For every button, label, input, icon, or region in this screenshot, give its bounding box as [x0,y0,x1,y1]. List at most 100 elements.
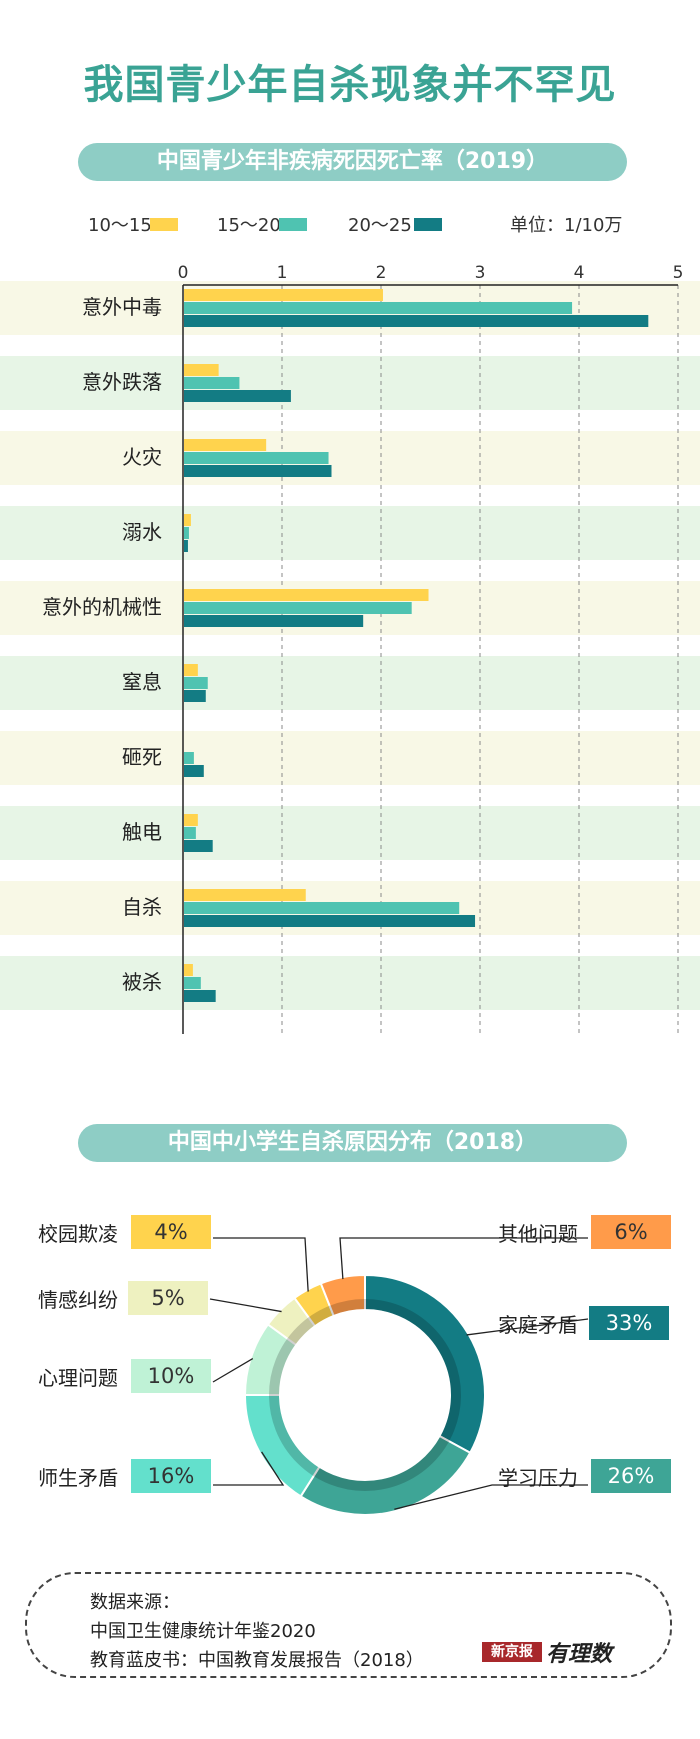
row-band [0,656,700,710]
donut-chart [209,1237,589,1516]
pct-value-psychological: 10% [147,1364,195,1388]
category-label: 溺水 [122,520,162,544]
reason-label-other: 其他问题 [498,1222,578,1246]
row-band [0,806,700,860]
bar [184,664,198,676]
pct-box-psychological: 10% [131,1359,211,1393]
bar [184,827,196,839]
category-label: 自杀 [122,895,162,919]
source-heading: 数据来源： [90,1592,180,1613]
x-tick-label: 2 [376,263,387,283]
bar [184,677,208,689]
reason-label-psychological: 心理问题 [38,1366,118,1390]
leader-line [212,1357,254,1383]
pct-box-romance: 5% [128,1281,208,1315]
legend-label-20-25: 20～25 [348,215,412,236]
leader-line [213,1237,309,1292]
bar [184,915,476,927]
bar [184,527,189,539]
bar [184,364,219,376]
bar [184,990,216,1002]
category-label: 火灾 [122,445,162,469]
category-label: 触电 [122,820,162,844]
source-line-1: 中国卫生健康统计年鉴2020 [90,1621,316,1642]
row-band [0,506,700,560]
pct-value-teacher: 16% [147,1464,195,1488]
pct-box-teacher: 16% [131,1459,211,1493]
category-label: 意外跌落 [82,370,162,394]
page-title: 我国青少年自杀现象并不罕见 [83,62,617,108]
bar [184,902,460,914]
bar [184,765,204,777]
legend-swatch-15-20 [279,218,307,231]
pct-value-bullying: 4% [154,1220,188,1244]
bar [184,452,329,464]
source-box [25,1572,672,1678]
pct-value-other: 6% [614,1220,648,1244]
bar [184,752,194,764]
x-tick-label: 4 [574,263,585,283]
legend-swatch-10-15 [150,218,178,231]
bar [184,589,429,601]
donut-chart-title: 中国中小学生自杀原因分布（2018） [78,1124,627,1162]
leader-line [466,1318,589,1336]
donut-slice [364,1273,486,1455]
legend-label-10-15: 10～15 [88,215,152,236]
bar [184,615,364,627]
bar [184,377,240,389]
row-band [0,431,700,485]
donut-inner-ring [269,1299,461,1491]
bar [184,814,198,826]
bar [184,289,383,301]
pct-value-family: 33% [605,1311,653,1335]
bar [184,977,201,989]
bar [184,690,206,702]
bar [184,514,191,526]
reason-label-family: 家庭矛盾 [498,1313,578,1337]
publisher-logo: 新京报 [482,1642,542,1662]
row-band [0,956,700,1010]
x-tick-label: 1 [277,263,288,283]
x-tick-label: 0 [178,263,189,283]
row-band [0,731,700,785]
pct-value-study: 26% [607,1464,655,1488]
unit-label: 单位：1/10万 [510,215,623,236]
category-label: 意外中毒 [82,295,162,319]
bar [184,964,193,976]
bar [184,465,332,477]
category-label: 砸死 [122,745,162,769]
pct-box-study: 26% [591,1459,671,1493]
bar [184,889,306,901]
x-tick-label: 3 [475,263,486,283]
leader-line [213,1451,285,1486]
reason-label-teacher: 师生矛盾 [38,1466,118,1490]
bar [184,439,267,451]
source-line-2: 教育蓝皮书：中国教育发展报告（2018） [90,1650,424,1671]
column-logo: 有理数 [546,1642,613,1667]
category-label: 窒息 [122,670,162,694]
bar [184,390,291,402]
donut-slice [243,1394,321,1498]
reason-label-bullying: 校园欺凌 [38,1222,118,1246]
pct-value-romance: 5% [151,1286,185,1310]
pct-box-family: 33% [589,1306,669,1340]
donut-slice [319,1273,366,1318]
category-label: 意外的机械性 [42,595,162,619]
row-band [0,356,700,410]
bar [184,540,188,552]
bar [184,302,573,314]
legend-label-15-20: 15～20 [217,215,281,236]
pct-box-other: 6% [591,1215,671,1249]
reason-label-study: 学习压力 [498,1466,578,1490]
bar [184,840,213,852]
leader-line [209,1298,282,1313]
reason-label-romance: 情感纠纷 [38,1288,118,1312]
leader-line [339,1237,588,1280]
bar [184,315,649,327]
x-tick-label: 5 [673,263,684,283]
leader-line [394,1484,588,1510]
pct-box-bullying: 4% [131,1215,211,1249]
legend-swatch-20-25 [414,218,442,231]
category-label: 被杀 [122,970,162,994]
